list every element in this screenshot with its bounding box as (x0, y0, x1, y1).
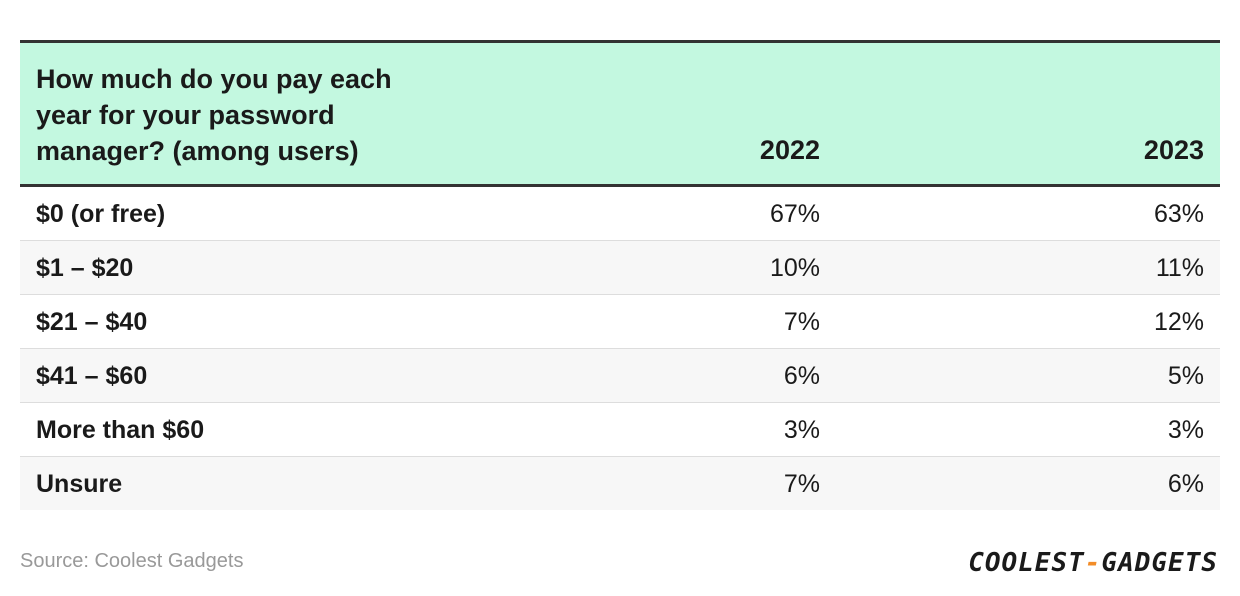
cell-value: 11% (1155, 254, 1204, 282)
cell-value: 6% (1167, 470, 1204, 498)
cell-value: 3% (783, 416, 820, 444)
cell-value: 3% (1167, 416, 1204, 444)
logo-text: COOLEST (968, 548, 1085, 578)
table-row: $0 (or free) 67% 63% (20, 187, 1220, 241)
table-row: Unsure 7% 6% (20, 457, 1220, 510)
logo-dash: - (1084, 548, 1102, 578)
header-year: 2022 (759, 135, 820, 165)
row-label: $41 – $60 (36, 362, 148, 390)
row-label: More than $60 (36, 416, 205, 444)
table-row: More than $60 3% 3% (20, 403, 1220, 457)
logo: COOLEST-GADGETS (968, 548, 1218, 578)
table-header: How much do you pay each year for your p… (20, 43, 1220, 187)
cell-value: 7% (783, 308, 820, 336)
header-year: 2023 (1143, 135, 1204, 165)
table-row: $21 – $40 7% 12% (20, 295, 1220, 349)
row-label: $21 – $40 (36, 308, 148, 336)
table-row: $1 – $20 10% 11% (20, 241, 1220, 295)
table-row: $41 – $60 6% 5% (20, 349, 1220, 403)
header-question: How much do you pay each year for your p… (36, 64, 392, 166)
cell-value: 10% (769, 254, 820, 282)
cell-value: 7% (783, 470, 820, 498)
cell-value: 63% (1153, 200, 1204, 228)
cell-value: 6% (783, 362, 820, 390)
logo-text: GADGETS (1101, 548, 1218, 578)
row-label: Unsure (36, 470, 123, 498)
table-body: $0 (or free) 67% 63% $1 – $20 10% 11% $21 – $4… (20, 187, 1220, 510)
source: Source: Coolest Gadgets (20, 550, 244, 572)
cell-value: 12% (1153, 308, 1204, 336)
cell-value: 5% (1167, 362, 1204, 390)
table: How much do you pay each year for your p… (20, 40, 1220, 510)
row-label: $1 – $20 (36, 254, 134, 282)
cell-value: 67% (769, 200, 820, 228)
row-label: $0 (or free) (36, 200, 166, 228)
